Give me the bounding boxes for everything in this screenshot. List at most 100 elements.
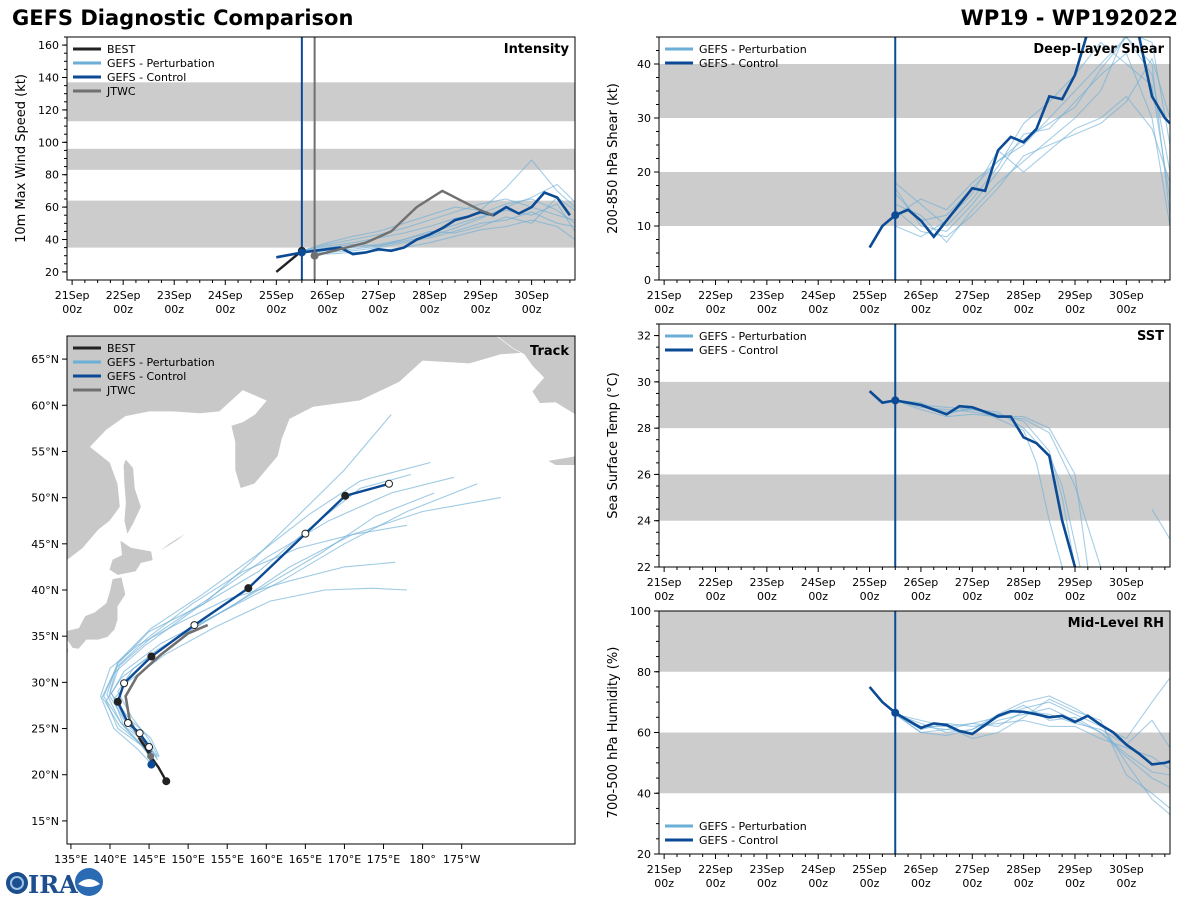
x-tick-label: 00z bbox=[1014, 590, 1034, 603]
x-tick-label: 27Sep bbox=[955, 289, 990, 302]
lon-tick-label: 160°E bbox=[250, 853, 283, 866]
x-tick-label: 25Sep bbox=[852, 863, 887, 876]
logo-ring-icon bbox=[10, 876, 24, 890]
y-tick-label: 0 bbox=[644, 274, 651, 287]
land-mass bbox=[122, 458, 142, 536]
x-tick-label: 00z bbox=[757, 877, 777, 890]
control-line bbox=[868, 686, 1170, 766]
x-tick-label: 24Sep bbox=[801, 863, 836, 876]
legend-label: GEFS - Control bbox=[107, 370, 186, 383]
track-panel: 135°E 140°E 145°E 150°E 155°E 160°E 165°E 170°E… bbox=[31, 335, 576, 866]
land-mass bbox=[496, 336, 575, 415]
x-tick-label: 29Sep bbox=[1058, 289, 1093, 302]
y-tick-label: 22 bbox=[637, 561, 651, 574]
y-axis-label: 10m Max Wind Speed (kt) bbox=[14, 74, 29, 243]
intensity-plot-area bbox=[67, 82, 575, 273]
y-tick-label: 100 bbox=[38, 136, 59, 149]
y-tick-label: 100 bbox=[630, 605, 651, 618]
x-tick-label: 00z bbox=[1065, 877, 1085, 890]
x-tick-label: 27Sep bbox=[955, 863, 990, 876]
lon-tick-label: 135°E bbox=[54, 853, 87, 866]
x-tick-label: 26Sep bbox=[310, 289, 345, 302]
shear-panel: 01020304021Sep00z22Sep00z23Sep00z24Sep00… bbox=[606, 36, 1171, 316]
x-tick-label: 00z bbox=[911, 877, 931, 890]
x-tick-label: 00z bbox=[808, 303, 828, 316]
y-tick-label: 24 bbox=[637, 515, 651, 528]
lon-tick-label: 180° bbox=[409, 853, 436, 866]
lat-tick-label: 20°N bbox=[31, 769, 59, 782]
legend-label: GEFS - Perturbation bbox=[699, 820, 807, 833]
lon-tick-label: 165°E bbox=[289, 853, 322, 866]
track-position-marker bbox=[190, 621, 199, 630]
x-tick-label: 00z bbox=[962, 590, 982, 603]
x-tick-label: 00z bbox=[757, 303, 777, 316]
legend-label: GEFS - Control bbox=[699, 57, 778, 70]
panel-title: Intensity bbox=[504, 42, 570, 57]
x-tick-label: 00z bbox=[1065, 303, 1085, 316]
track-position-marker bbox=[341, 491, 350, 500]
land-mass bbox=[156, 531, 189, 554]
perturbation-line bbox=[301, 159, 575, 252]
perturbation-track bbox=[117, 497, 501, 758]
y-tick-label: 60 bbox=[45, 201, 59, 214]
x-tick-label: 28Sep bbox=[412, 289, 447, 302]
perturbation-line bbox=[895, 399, 1081, 567]
y-tick-label: 30 bbox=[637, 112, 651, 125]
x-tick-label: 22Sep bbox=[698, 289, 733, 302]
lat-tick-label: 65°N bbox=[31, 353, 59, 366]
perturbation-track bbox=[100, 561, 396, 766]
y-tick-label: 80 bbox=[637, 666, 651, 679]
lat-tick-label: 45°N bbox=[31, 538, 59, 551]
lat-tick-label: 30°N bbox=[31, 676, 59, 689]
y-tick-label: 40 bbox=[45, 234, 59, 247]
perturbation-track bbox=[105, 492, 435, 762]
init-marker bbox=[297, 248, 306, 257]
x-tick-label: 00z bbox=[962, 877, 982, 890]
x-tick-label: 00z bbox=[911, 590, 931, 603]
perturbation-track bbox=[113, 587, 408, 764]
track-position-marker bbox=[145, 743, 154, 752]
x-tick-label: 00z bbox=[471, 303, 491, 316]
track-position-marker bbox=[135, 729, 144, 738]
lon-tick-label: 150°E bbox=[171, 853, 204, 866]
x-tick-label: 22Sep bbox=[698, 576, 733, 589]
x-tick-label: 00z bbox=[1065, 590, 1085, 603]
init-marker bbox=[891, 211, 900, 220]
lat-tick-label: 50°N bbox=[31, 492, 59, 505]
x-tick-label: 00z bbox=[706, 303, 726, 316]
y-tick-label: 40 bbox=[637, 58, 651, 71]
y-tick-label: 32 bbox=[637, 330, 651, 343]
lat-tick-label: 15°N bbox=[31, 815, 59, 828]
track-position-marker bbox=[120, 679, 129, 688]
x-tick-label: 00z bbox=[911, 303, 931, 316]
legend-label: GEFS - Control bbox=[107, 71, 186, 84]
x-tick-label: 25Sep bbox=[852, 289, 887, 302]
jtwc-start-marker bbox=[147, 752, 155, 760]
x-tick-label: 28Sep bbox=[1006, 289, 1041, 302]
x-tick-label: 00z bbox=[860, 303, 880, 316]
intensity-panel: 2040608010012014016021Sep00z22Sep00z23Se… bbox=[14, 36, 576, 316]
plot-frame bbox=[658, 323, 1171, 568]
legend-label: JTWC bbox=[106, 384, 136, 397]
storm-id-title: WP19 - WP192022 bbox=[960, 6, 1178, 30]
x-tick-label: 00z bbox=[420, 303, 440, 316]
cira-logo: IRA bbox=[6, 868, 103, 899]
track-position-marker bbox=[384, 479, 393, 488]
y-tick-label: 30 bbox=[637, 376, 651, 389]
track-position-marker bbox=[301, 529, 310, 538]
y-tick-label: 26 bbox=[637, 468, 651, 481]
y-tick-label: 80 bbox=[45, 169, 59, 182]
control-line bbox=[868, 37, 1170, 249]
x-tick-label: 28Sep bbox=[1006, 576, 1041, 589]
y-tick-label: 28 bbox=[637, 422, 651, 435]
x-tick-label: 00z bbox=[164, 303, 184, 316]
legend-label: GEFS - Perturbation bbox=[699, 43, 807, 56]
perturbation-line bbox=[894, 704, 1170, 776]
x-tick-label: 25Sep bbox=[259, 289, 294, 302]
x-tick-label: 00z bbox=[522, 303, 542, 316]
best-track-marker bbox=[162, 777, 171, 786]
perturbation-track bbox=[101, 524, 408, 764]
x-tick-label: 24Sep bbox=[801, 576, 836, 589]
perturbation-line bbox=[894, 37, 1170, 222]
